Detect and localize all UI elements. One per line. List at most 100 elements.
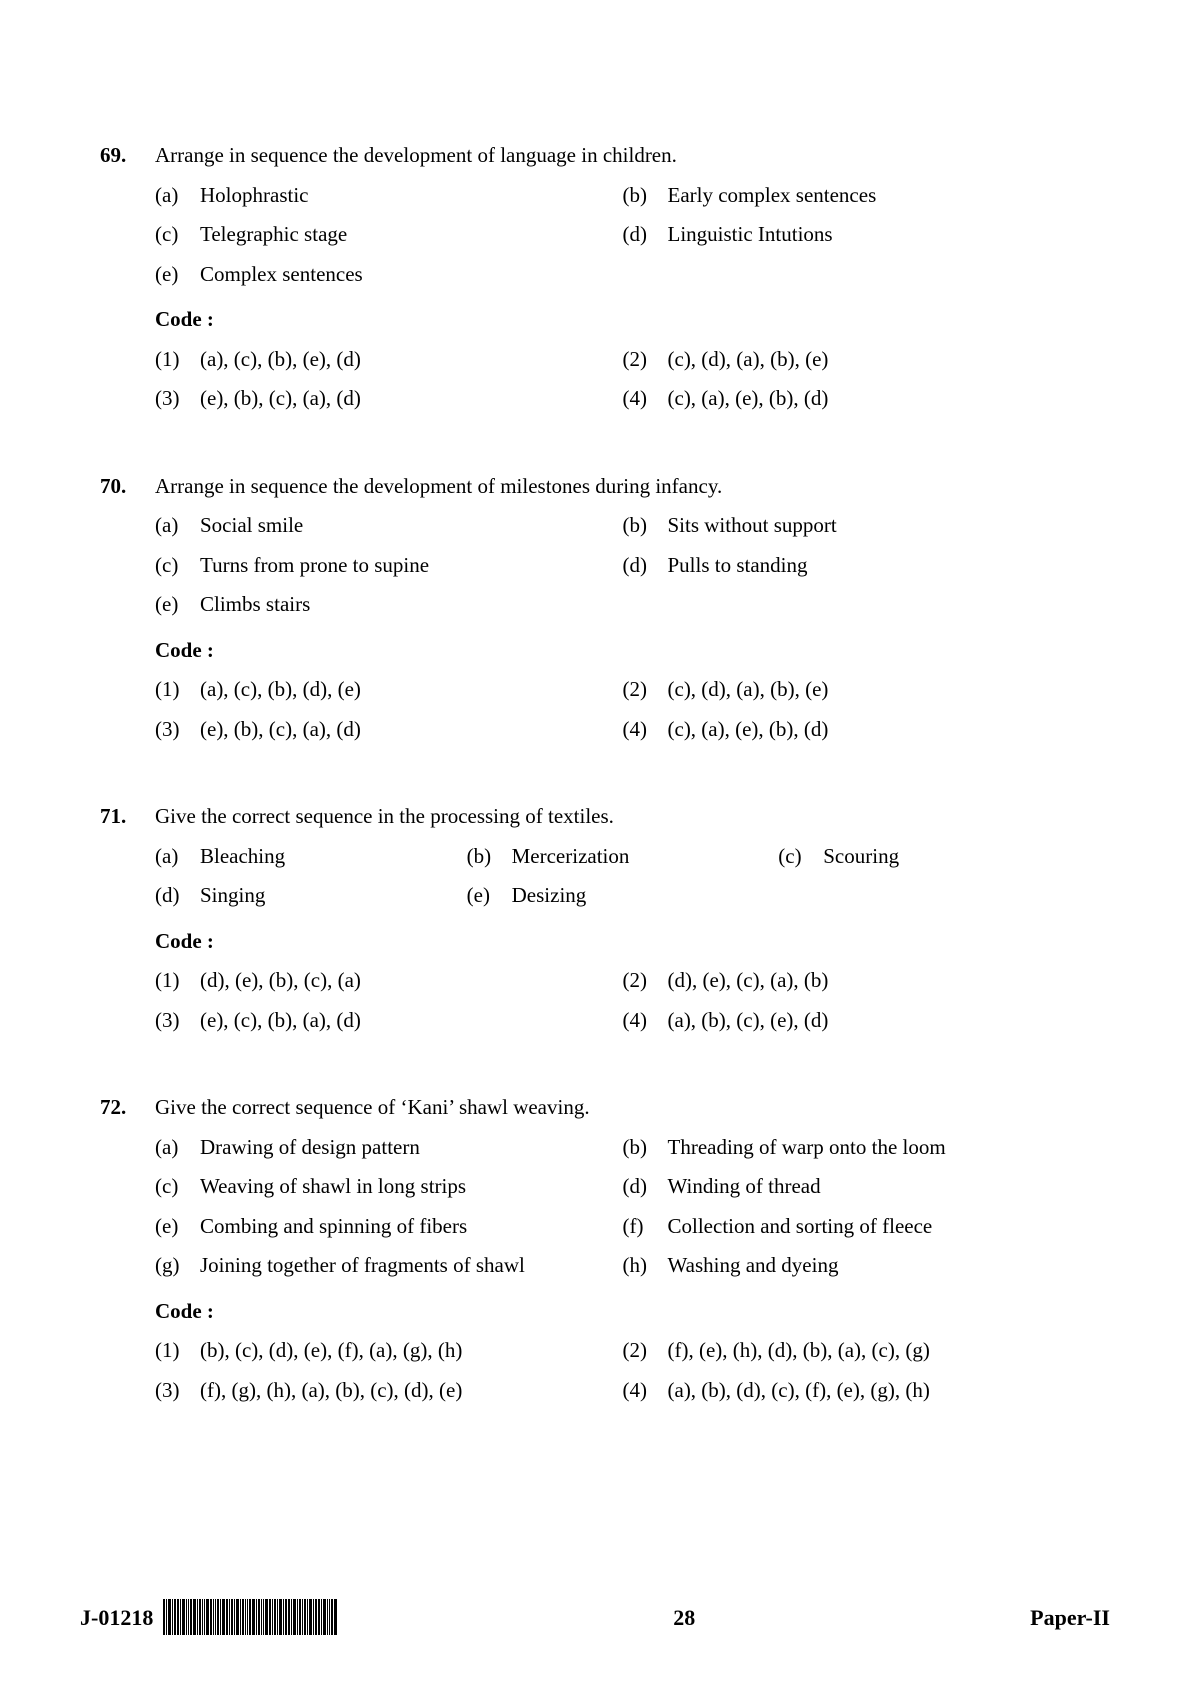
question-number: 69. — [100, 140, 155, 172]
code-number: (2) — [623, 965, 668, 997]
code-text: (e), (c), (b), (a), (d) — [200, 1005, 623, 1037]
code-number: (3) — [155, 714, 200, 746]
option-text: Bleaching — [200, 841, 467, 873]
option-text: Sits without support — [668, 510, 1091, 542]
question-body: Arrange in sequence the development of m… — [155, 471, 1090, 754]
option-item: (c)Telegraphic stage — [155, 219, 623, 251]
code-label: Code : — [155, 926, 1090, 958]
option-text: Collection and sorting of fleece — [668, 1211, 1091, 1243]
option-label: (d) — [623, 219, 668, 251]
option-label: (e) — [155, 1211, 200, 1243]
option-item: (a)Holophrastic — [155, 180, 623, 212]
option-item: (d)Pulls to standing — [623, 550, 1091, 582]
options-list: (a)Drawing of design pattern(b)Threading… — [155, 1132, 1090, 1290]
barcode — [163, 1599, 338, 1635]
code-text: (a), (b), (c), (e), (d) — [668, 1005, 1091, 1037]
question-number: 71. — [100, 801, 155, 833]
question: 70.Arrange in sequence the development o… — [100, 471, 1090, 754]
option-text: Holophrastic — [200, 180, 623, 212]
code-number: (3) — [155, 1375, 200, 1407]
code-text: (a), (c), (b), (d), (e) — [200, 674, 623, 706]
code-text: (b), (c), (d), (e), (f), (a), (g), (h) — [200, 1335, 623, 1367]
codes-list: (1)(d), (e), (b), (c), (a)(2)(d), (e), (… — [155, 965, 1090, 1044]
option-item: (b)Mercerization — [467, 841, 779, 873]
option-text: Scouring — [823, 841, 1090, 873]
option-item: (b)Early complex sentences — [623, 180, 1091, 212]
code-item: (2)(c), (d), (a), (b), (e) — [623, 344, 1091, 376]
option-item: (d)Linguistic Intutions — [623, 219, 1091, 251]
code-number: (2) — [623, 344, 668, 376]
option-item: (c)Weaving of shawl in long strips — [155, 1171, 623, 1203]
option-item: (a)Drawing of design pattern — [155, 1132, 623, 1164]
option-text: Drawing of design pattern — [200, 1132, 623, 1164]
code-label: Code : — [155, 304, 1090, 336]
question-body: Give the correct sequence in the process… — [155, 801, 1090, 1044]
question: 69.Arrange in sequence the development o… — [100, 140, 1090, 423]
questions-container: 69.Arrange in sequence the development o… — [100, 140, 1090, 1414]
code-label: Code : — [155, 635, 1090, 667]
code-number: (1) — [155, 674, 200, 706]
code-item: (2)(c), (d), (a), (b), (e) — [623, 674, 1091, 706]
option-text: Joining together of fragments of shawl — [200, 1250, 623, 1282]
option-label: (a) — [155, 180, 200, 212]
code-item: (3)(f), (g), (h), (a), (b), (c), (d), (e… — [155, 1375, 623, 1407]
doc-code: J-01218 — [80, 1601, 153, 1634]
code-text: (c), (a), (e), (b), (d) — [668, 714, 1091, 746]
question-number: 70. — [100, 471, 155, 503]
code-text: (f), (g), (h), (a), (b), (c), (d), (e) — [200, 1375, 623, 1407]
option-label: (b) — [623, 510, 668, 542]
option-text: Singing — [200, 880, 467, 912]
option-label: (d) — [623, 550, 668, 582]
option-text: Telegraphic stage — [200, 219, 623, 251]
option-label: (e) — [155, 259, 200, 291]
option-text: Pulls to standing — [668, 550, 1091, 582]
option-label: (c) — [155, 1171, 200, 1203]
code-text: (c), (d), (a), (b), (e) — [668, 674, 1091, 706]
exam-page: 69.Arrange in sequence the development o… — [0, 0, 1190, 1683]
code-item: (3)(e), (b), (c), (a), (d) — [155, 383, 623, 415]
question-body: Arrange in sequence the development of l… — [155, 140, 1090, 423]
code-number: (4) — [623, 1375, 668, 1407]
option-item: (e)Desizing — [467, 880, 779, 912]
code-item: (4)(a), (b), (c), (e), (d) — [623, 1005, 1091, 1037]
code-number: (1) — [155, 965, 200, 997]
code-text: (d), (e), (b), (c), (a) — [200, 965, 623, 997]
code-number: (3) — [155, 383, 200, 415]
options-list: (a)Bleaching(b)Mercerization(c)Scouring (… — [155, 841, 1090, 920]
code-item: (1)(a), (c), (b), (d), (e) — [155, 674, 623, 706]
option-text: Social smile — [200, 510, 623, 542]
paper-label: Paper-II — [1030, 1601, 1110, 1634]
question-stem: Give the correct sequence in the process… — [155, 801, 1090, 833]
code-item: (4)(c), (a), (e), (b), (d) — [623, 383, 1091, 415]
code-item: (2)(f), (e), (h), (d), (b), (a), (c), (g… — [623, 1335, 1091, 1367]
option-label: (d) — [623, 1171, 668, 1203]
code-number: (4) — [623, 383, 668, 415]
code-number: (3) — [155, 1005, 200, 1037]
option-text: Washing and dyeing — [668, 1250, 1091, 1282]
code-number: (1) — [155, 344, 200, 376]
option-item: (e)Climbs stairs — [155, 589, 623, 621]
option-item: (f)Collection and sorting of fleece — [623, 1211, 1091, 1243]
option-item: (c)Scouring — [778, 841, 1090, 873]
question-body: Give the correct sequence of ‘Kani’ shaw… — [155, 1092, 1090, 1414]
option-text: Weaving of shawl in long strips — [200, 1171, 623, 1203]
question-stem: Arrange in sequence the development of l… — [155, 140, 1090, 172]
option-text: Threading of warp onto the loom — [668, 1132, 1091, 1164]
option-item: (e)Complex sentences — [155, 259, 623, 291]
code-item: (1)(b), (c), (d), (e), (f), (a), (g), (h… — [155, 1335, 623, 1367]
option-item: (a)Bleaching — [155, 841, 467, 873]
option-label: (f) — [623, 1211, 668, 1243]
option-item: (h)Washing and dyeing — [623, 1250, 1091, 1282]
option-label: (a) — [155, 1132, 200, 1164]
option-text: Early complex sentences — [668, 180, 1091, 212]
option-item: (c)Turns from prone to supine — [155, 550, 623, 582]
code-text: (d), (e), (c), (a), (b) — [668, 965, 1091, 997]
option-label: (e) — [467, 880, 512, 912]
page-number: 28 — [673, 1601, 695, 1634]
option-label: (a) — [155, 510, 200, 542]
options-list: (a)Holophrastic(b)Early complex sentence… — [155, 180, 1090, 299]
option-text: Turns from prone to supine — [200, 550, 623, 582]
option-label: (a) — [155, 841, 200, 873]
option-label: (b) — [623, 180, 668, 212]
option-text: Winding of thread — [668, 1171, 1091, 1203]
